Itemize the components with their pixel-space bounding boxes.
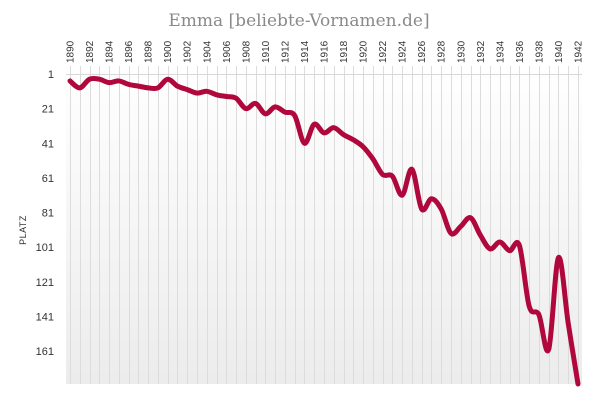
data-point-1906 (224, 94, 229, 99)
y-axis-label: PLATZ (18, 215, 28, 245)
x-tick-label: 1940 (554, 40, 565, 63)
data-point-1936 (517, 243, 522, 248)
data-point-1939 (546, 347, 551, 352)
x-tick-label: 1926 (417, 40, 428, 63)
data-point-1929 (449, 231, 454, 236)
data-point-1923 (390, 174, 395, 179)
data-point-1895 (116, 78, 121, 83)
data-point-1914 (302, 141, 307, 146)
data-point-1909 (253, 101, 258, 106)
x-tick-label: 1922 (378, 40, 389, 63)
x-tick-label: 1890 (66, 40, 77, 63)
data-point-1918 (341, 132, 346, 137)
series-line (67, 75, 581, 387)
data-point-1932 (478, 233, 483, 238)
data-point-1917 (331, 125, 336, 130)
data-point-1915 (312, 122, 317, 127)
y-tick-label: 1 (48, 69, 54, 81)
data-point-1927 (429, 196, 434, 201)
data-point-1933 (488, 246, 493, 251)
grid-lines (66, 66, 582, 384)
x-tick-label: 1938 (534, 40, 545, 63)
x-tick-label: 1930 (456, 40, 467, 63)
data-point-1896 (126, 82, 131, 87)
data-point-1934 (497, 239, 502, 244)
data-point-1920 (361, 144, 366, 149)
data-point-1893 (97, 77, 102, 82)
data-point-1916 (322, 130, 327, 135)
data-point-1908 (243, 106, 248, 111)
data-point-1902 (185, 87, 190, 92)
y-tick-label: 81 (42, 208, 54, 220)
x-tick-label: 1924 (398, 40, 409, 63)
data-point-1921 (370, 156, 375, 161)
x-tick-label: 1900 (163, 40, 174, 63)
data-point-1937 (527, 304, 532, 309)
data-point-1910 (263, 111, 268, 116)
data-point-1913 (292, 113, 297, 118)
y-tick-label: 41 (42, 138, 54, 150)
data-point-1904 (204, 89, 209, 94)
data-point-1926 (419, 207, 424, 212)
data-point-1900 (165, 77, 170, 82)
x-tick-label: 1912 (280, 40, 291, 63)
data-point-1899 (155, 85, 160, 90)
data-point-1897 (136, 84, 141, 89)
data-point-1940 (556, 255, 561, 260)
x-tick-label: 1918 (339, 40, 350, 63)
x-tick-label: 1920 (359, 40, 370, 63)
data-point-1935 (507, 248, 512, 253)
x-tick-label: 1934 (495, 40, 506, 63)
data-point-1942 (576, 382, 581, 387)
x-tick-label: 1942 (574, 40, 585, 63)
y-tick-label: 21 (42, 104, 54, 116)
data-point-1891 (77, 85, 82, 90)
data-point-1892 (87, 77, 92, 82)
data-point-1912 (282, 110, 287, 115)
x-tick-label: 1896 (124, 40, 135, 63)
data-point-1938 (536, 312, 541, 317)
data-point-1922 (380, 172, 385, 177)
data-point-1930 (458, 224, 463, 229)
y-tick-label: 121 (36, 277, 54, 289)
x-tick-label: 1916 (320, 40, 331, 63)
x-tick-label: 1892 (85, 40, 96, 63)
x-axis: 1890 1892 1894 1896 1898 1900 1902 1904 1906 1908… (66, 40, 585, 63)
x-tick-label: 1908 (241, 40, 252, 63)
x-tick-label: 1932 (476, 40, 487, 63)
x-tick-label: 1898 (144, 40, 155, 63)
x-tick-label: 1914 (300, 40, 311, 63)
data-point-1905 (214, 92, 219, 97)
data-point-1931 (468, 215, 473, 220)
series-layer (67, 75, 581, 387)
data-point-1903 (195, 91, 200, 96)
y-tick-label: 141 (36, 312, 54, 324)
data-point-1911 (273, 104, 278, 109)
x-tick-label: 1904 (202, 40, 213, 63)
x-tick-label: 1928 (437, 40, 448, 63)
data-point-1924 (400, 193, 405, 198)
data-point-1925 (409, 167, 414, 172)
x-tick-label: 1902 (183, 40, 194, 63)
data-point-1901 (175, 84, 180, 89)
chart-title: Emma [beliebte-Vornamen.de] (168, 11, 429, 31)
y-tick-label: 61 (42, 173, 54, 185)
y-tick-label: 101 (36, 242, 54, 254)
data-point-1941 (566, 321, 571, 326)
x-tick-label: 1906 (222, 40, 233, 63)
x-tick-label: 1936 (515, 40, 526, 63)
y-tick-label: 161 (36, 346, 54, 358)
x-tick-label: 1910 (261, 40, 272, 63)
data-point-1894 (107, 80, 112, 85)
data-point-1928 (439, 207, 444, 212)
data-point-1907 (234, 96, 239, 101)
x-tick-label: 1894 (105, 40, 116, 63)
data-point-1898 (146, 85, 151, 90)
data-point-1890 (68, 78, 73, 83)
data-point-1919 (351, 137, 356, 142)
